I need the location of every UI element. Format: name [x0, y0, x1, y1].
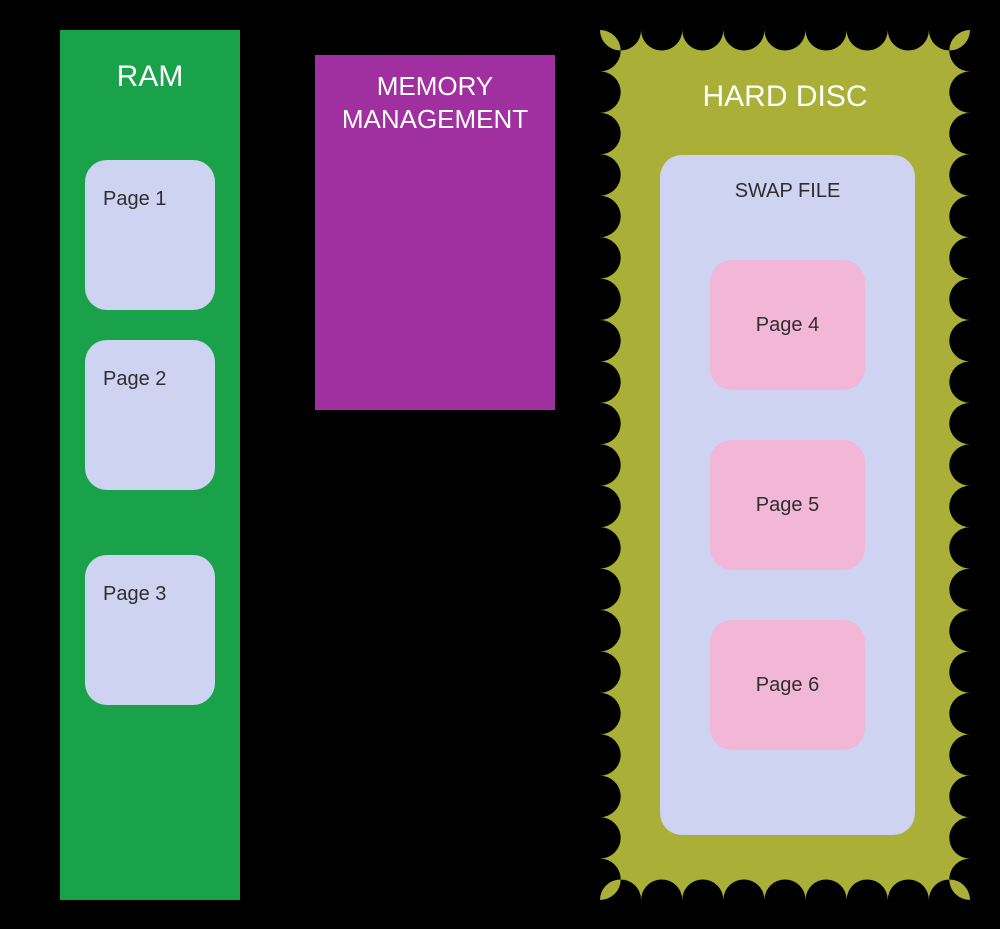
- swap-file-label: SWAP FILE: [660, 180, 915, 203]
- swap-page: Page 5: [710, 440, 865, 570]
- arrow: [240, 404, 315, 416]
- arrow: [555, 404, 600, 416]
- ram-title: RAM: [60, 60, 240, 94]
- ram-page: Page 2: [85, 340, 215, 490]
- arrow: [240, 84, 315, 96]
- swap-page: Page 6: [710, 620, 865, 750]
- ram-page: Page 1: [85, 160, 215, 310]
- hard-disc-title: HARD DISC: [600, 80, 970, 114]
- memory-management-block: MEMORYMANAGEMENT: [315, 55, 555, 410]
- ram-page: Page 3: [85, 555, 215, 705]
- swap-page: Page 4: [710, 260, 865, 390]
- memory-management-title: MEMORYMANAGEMENT: [315, 70, 555, 135]
- arrow: [555, 84, 600, 96]
